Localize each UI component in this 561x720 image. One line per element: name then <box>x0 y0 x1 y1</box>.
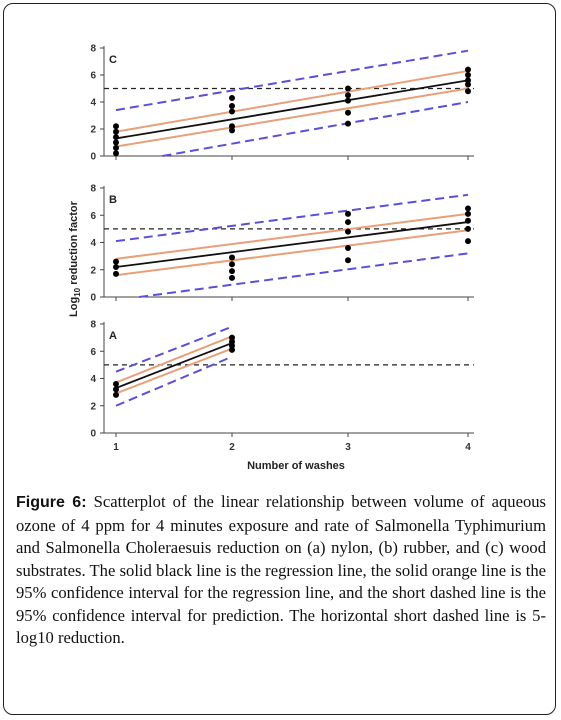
y-tick-label: 0 <box>90 429 96 440</box>
confidence-interval-lower <box>115 229 469 277</box>
data-point <box>465 77 471 84</box>
data-point <box>229 123 235 130</box>
panel-label: B <box>109 194 117 206</box>
panel-b: 0 2 4 6 8 B <box>90 184 474 304</box>
data-point <box>345 257 351 264</box>
data-point <box>113 150 119 157</box>
panel-a: 0 2 4 6 8 A 1 2 3 4 <box>90 320 474 453</box>
data-point <box>465 72 471 78</box>
chart-panels: 0 2 4 6 8 C 0 2 4 6 8 B 0 2 4 6 8 A 1 2 3 4 <box>90 44 474 453</box>
y-tick-label: 0 <box>90 293 96 304</box>
regression-line <box>115 79 469 140</box>
data-point <box>113 123 119 130</box>
x-tick-label: 4 <box>465 442 471 453</box>
data-point <box>345 109 351 116</box>
data-point <box>345 228 351 235</box>
figure-frame <box>3 3 556 715</box>
prediction-interval-lower <box>162 101 469 157</box>
data-point <box>345 120 351 127</box>
data-point <box>345 92 351 99</box>
data-point <box>113 139 119 146</box>
y-tick-label: 4 <box>90 98 96 109</box>
data-point <box>465 238 471 245</box>
data-point <box>345 219 351 226</box>
data-point <box>345 97 351 104</box>
data-point <box>229 254 235 261</box>
caption-text: Scatterplot of the linear relationship b… <box>16 492 547 647</box>
panel-label: A <box>109 330 117 342</box>
y-tick-label: 4 <box>90 238 96 249</box>
figure-caption: Figure 6: Scatterplot of the linear rela… <box>16 491 546 650</box>
data-point <box>229 261 235 268</box>
regression-line <box>115 221 469 268</box>
panel-label: C <box>109 54 117 66</box>
confidence-interval-upper <box>115 69 469 133</box>
x-tick-label: 1 <box>113 442 119 453</box>
prediction-interval-lower <box>115 355 233 407</box>
data-point <box>113 270 119 277</box>
y-tick-label: 6 <box>90 71 96 82</box>
prediction-interval-upper <box>115 325 233 373</box>
data-point <box>229 94 235 101</box>
data-point <box>465 210 471 217</box>
confidence-interval-lower <box>115 87 469 148</box>
y-axis-label: Log10 reduction factor <box>68 200 82 317</box>
y-tick-label: 2 <box>90 265 96 276</box>
panel-c: 0 2 4 6 8 C <box>90 44 474 163</box>
data-point <box>113 134 119 141</box>
data-point <box>229 268 235 275</box>
regression-line <box>115 342 233 389</box>
x-tick-label: 3 <box>345 442 351 453</box>
data-point <box>465 225 471 232</box>
y-tick-label: 6 <box>90 211 96 222</box>
prediction-interval-upper <box>115 49 469 112</box>
x-tick-label: 2 <box>229 442 235 453</box>
confidence-interval-upper <box>115 212 469 260</box>
data-point <box>345 85 351 92</box>
data-point <box>113 391 119 398</box>
prediction-interval-upper <box>115 193 469 243</box>
y-tick-label: 8 <box>90 44 96 55</box>
data-point <box>113 258 119 265</box>
confidence-interval-upper <box>115 335 233 384</box>
data-point <box>229 103 235 110</box>
caption-label: Figure 6: <box>16 494 87 511</box>
data-point <box>345 210 351 217</box>
y-tick-label: 2 <box>90 401 96 412</box>
data-point <box>465 66 471 73</box>
data-point <box>113 380 119 387</box>
y-tick-label: 6 <box>90 347 96 358</box>
x-axis-label: Number of washes <box>247 460 345 472</box>
data-point <box>229 334 235 341</box>
data-point <box>229 108 235 115</box>
data-point <box>465 217 471 224</box>
data-point <box>113 128 119 135</box>
y-tick-label: 4 <box>90 374 96 385</box>
prediction-interval-lower <box>139 252 469 298</box>
y-tick-label: 8 <box>90 184 96 195</box>
data-point <box>229 274 235 281</box>
y-tick-label: 2 <box>90 125 96 136</box>
data-point <box>345 244 351 251</box>
data-point <box>113 264 119 271</box>
y-tick-label: 0 <box>90 152 96 163</box>
data-point <box>465 88 471 95</box>
y-tick-label: 8 <box>90 320 96 331</box>
data-point <box>113 144 119 151</box>
data-point <box>465 205 471 212</box>
confidence-interval-lower <box>115 347 233 395</box>
data-point <box>113 386 119 393</box>
